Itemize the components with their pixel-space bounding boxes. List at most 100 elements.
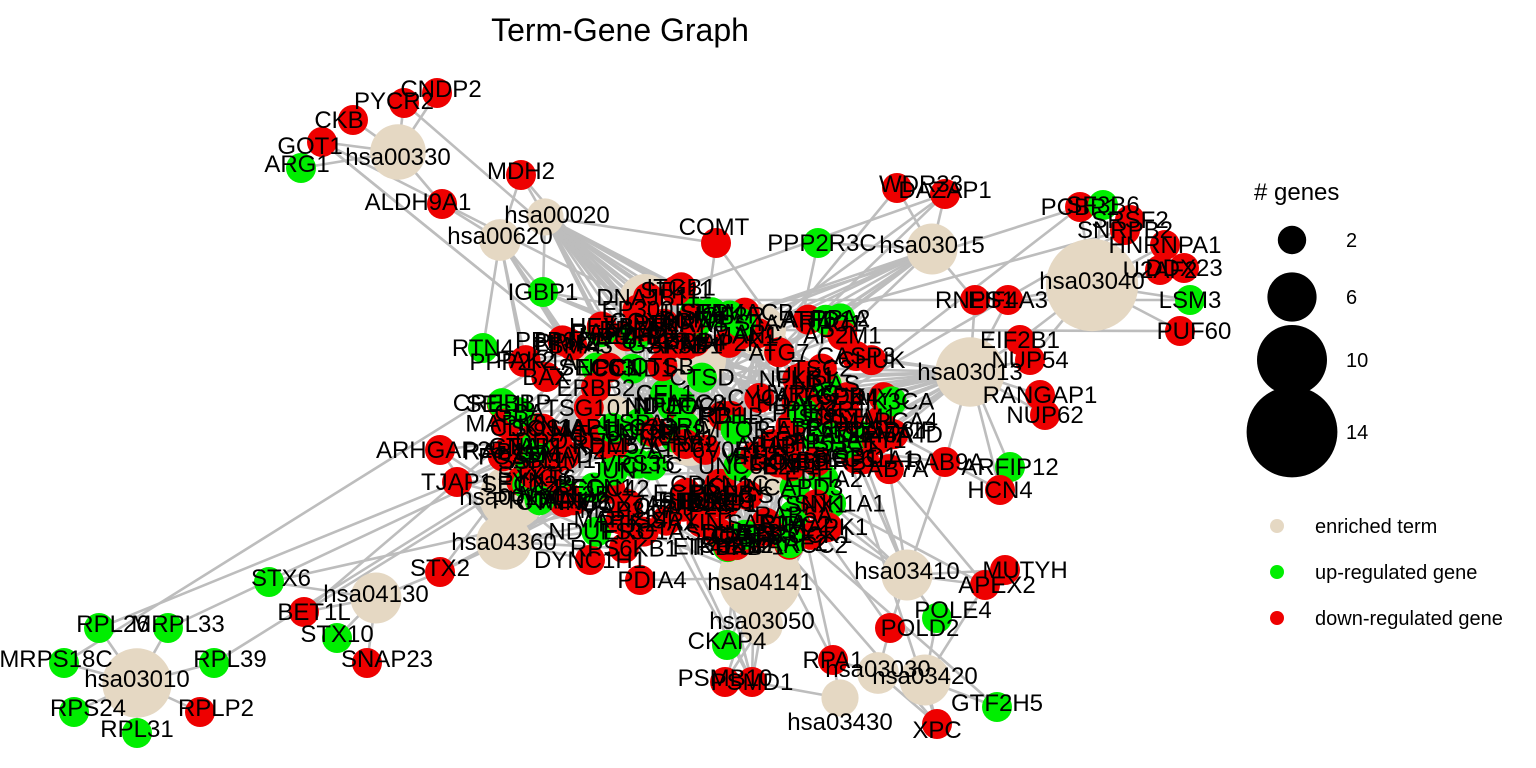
down-gene-node[interactable] xyxy=(710,667,740,697)
down-gene-node[interactable] xyxy=(801,446,832,477)
up-gene-node[interactable] xyxy=(199,648,229,678)
down-gene-node[interactable] xyxy=(1030,400,1060,430)
down-gene-node[interactable] xyxy=(605,504,636,535)
down-gene-node[interactable] xyxy=(874,454,904,485)
up-gene-node[interactable] xyxy=(59,697,89,727)
down-gene-node[interactable] xyxy=(856,345,887,376)
up-gene-node[interactable] xyxy=(922,603,952,633)
up-gene-node[interactable] xyxy=(876,386,907,417)
down-gene-node[interactable] xyxy=(812,512,843,543)
down-gene-node[interactable] xyxy=(713,531,744,562)
up-gene-node[interactable] xyxy=(995,452,1025,482)
down-gene-node[interactable] xyxy=(185,697,215,727)
down-gene-node[interactable] xyxy=(869,414,900,445)
down-gene-node[interactable] xyxy=(970,570,1000,600)
down-gene-node[interactable] xyxy=(832,401,863,432)
up-gene-node[interactable] xyxy=(581,516,612,547)
down-gene-node[interactable] xyxy=(882,173,912,203)
down-gene-node[interactable] xyxy=(510,345,541,376)
down-gene-node[interactable] xyxy=(422,78,452,108)
up-gene-node[interactable] xyxy=(617,353,648,384)
up-gene-node[interactable] xyxy=(524,485,555,516)
up-gene-node[interactable] xyxy=(153,613,183,643)
up-gene-node[interactable] xyxy=(726,307,756,338)
down-gene-node[interactable] xyxy=(993,285,1023,315)
up-gene-node[interactable] xyxy=(696,297,727,328)
down-gene-node[interactable] xyxy=(789,360,820,391)
down-gene-node[interactable] xyxy=(493,436,524,467)
down-gene-node[interactable] xyxy=(1110,215,1140,245)
down-gene-node[interactable] xyxy=(737,667,767,697)
down-gene-node[interactable] xyxy=(627,311,658,342)
down-gene-node[interactable] xyxy=(801,489,832,520)
down-gene-node[interactable] xyxy=(586,311,617,342)
down-gene-node[interactable] xyxy=(1165,316,1195,346)
down-gene-node[interactable] xyxy=(608,533,639,564)
down-gene-node[interactable] xyxy=(744,383,775,413)
down-gene-node[interactable] xyxy=(985,475,1015,505)
term-node[interactable] xyxy=(102,648,172,718)
down-gene-node[interactable] xyxy=(647,351,678,382)
down-gene-node[interactable] xyxy=(593,352,624,383)
term-node[interactable] xyxy=(476,514,532,570)
down-gene-node[interactable] xyxy=(930,179,960,209)
term-node[interactable] xyxy=(479,219,521,261)
down-gene-node[interactable] xyxy=(827,320,858,351)
down-gene-node[interactable] xyxy=(425,557,455,587)
up-gene-node[interactable] xyxy=(665,387,696,418)
down-gene-node[interactable] xyxy=(732,480,763,511)
up-gene-node[interactable] xyxy=(322,623,352,653)
term-node[interactable] xyxy=(1045,238,1139,332)
term-node[interactable] xyxy=(899,654,951,706)
up-gene-node[interactable] xyxy=(598,455,629,486)
up-gene-node[interactable] xyxy=(578,472,609,503)
down-gene-node[interactable] xyxy=(527,413,558,444)
term-node[interactable] xyxy=(741,604,783,646)
down-gene-node[interactable] xyxy=(775,451,806,482)
up-gene-node[interactable] xyxy=(1088,190,1118,220)
term-node[interactable] xyxy=(935,337,1005,407)
down-gene-node[interactable] xyxy=(506,160,536,190)
down-gene-node[interactable] xyxy=(922,709,952,739)
up-gene-node[interactable] xyxy=(49,648,79,678)
down-gene-node[interactable] xyxy=(670,330,701,361)
up-gene-node[interactable] xyxy=(286,153,316,183)
down-gene-node[interactable] xyxy=(960,285,990,315)
down-gene-node[interactable] xyxy=(575,545,605,575)
down-gene-node[interactable] xyxy=(442,467,472,497)
term-node[interactable] xyxy=(881,549,933,601)
down-gene-node[interactable] xyxy=(547,325,578,356)
down-gene-node[interactable] xyxy=(1065,192,1095,222)
down-gene-node[interactable] xyxy=(573,392,604,423)
down-gene-node[interactable] xyxy=(352,648,382,678)
up-gene-node[interactable] xyxy=(1175,285,1205,315)
down-gene-node[interactable] xyxy=(875,613,905,643)
down-gene-node[interactable] xyxy=(1150,230,1180,260)
down-gene-node[interactable] xyxy=(661,275,692,306)
up-gene-node[interactable] xyxy=(504,397,535,428)
up-gene-node[interactable] xyxy=(622,448,653,479)
down-gene-node[interactable] xyxy=(764,337,795,368)
up-gene-node[interactable] xyxy=(254,567,284,597)
down-gene-node[interactable] xyxy=(1145,255,1175,285)
down-gene-node[interactable] xyxy=(818,645,848,675)
down-gene-node[interactable] xyxy=(1169,253,1199,283)
up-gene-node[interactable] xyxy=(788,398,819,428)
down-gene-node[interactable] xyxy=(425,435,455,465)
down-gene-node[interactable] xyxy=(338,105,368,135)
term-node[interactable] xyxy=(857,652,899,694)
down-gene-node[interactable] xyxy=(519,460,550,490)
up-gene-node[interactable] xyxy=(84,613,114,643)
down-gene-node[interactable] xyxy=(930,447,960,477)
up-gene-node[interactable] xyxy=(122,718,152,748)
up-gene-node[interactable] xyxy=(468,333,498,363)
down-gene-node[interactable] xyxy=(668,491,699,522)
term-node[interactable] xyxy=(350,572,402,624)
up-gene-node[interactable] xyxy=(712,630,742,660)
down-gene-node[interactable] xyxy=(670,429,701,459)
down-gene-node[interactable] xyxy=(639,417,670,448)
down-gene-node[interactable] xyxy=(701,228,731,258)
term-node[interactable] xyxy=(821,679,859,717)
up-gene-node[interactable] xyxy=(982,692,1012,722)
down-gene-node[interactable] xyxy=(694,486,725,517)
